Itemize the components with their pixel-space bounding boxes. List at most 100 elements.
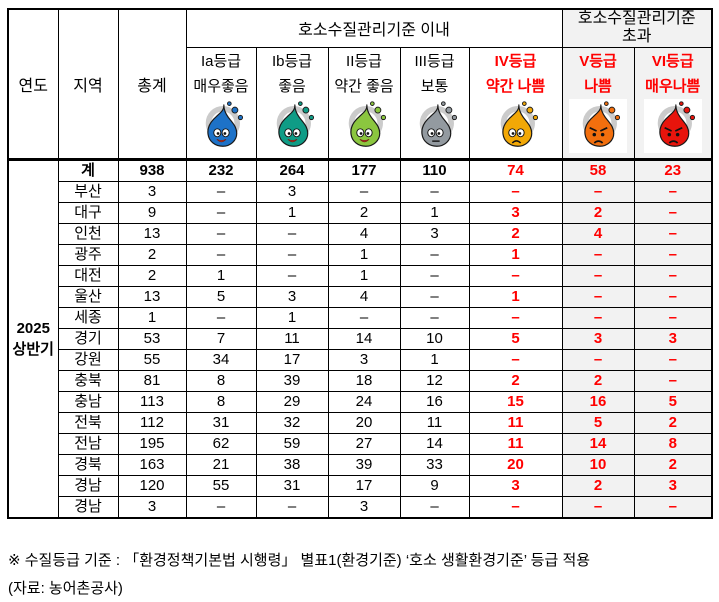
table-row-total: 2025 상반기 계 938 232 264 177 110 74 58 23 <box>7 158 713 518</box>
value-cell-III: – <box>399 243 470 266</box>
grade-header-Ib: Ib등급 좋음 <box>255 46 329 161</box>
value-cell-Ia: – <box>185 306 257 329</box>
value-cell-V: – <box>561 348 635 371</box>
grade-desc-label: 매우좋음 <box>193 77 249 95</box>
table-row: 부산 3–3– – – – – <box>8 180 713 203</box>
value-cell-II: 2 <box>327 201 401 224</box>
year-cell: 2025 상반기 <box>7 158 59 518</box>
table-row: 경기 53 7 11 14 10 5 3 3 <box>8 327 713 350</box>
value-cell-VI: 2 <box>633 453 713 476</box>
value-cell-Ia: 8 <box>185 390 257 413</box>
grade-desc-label: 약간 좋음 <box>334 77 394 95</box>
grade-desc-label: 약간 나쁨 <box>485 77 546 95</box>
value-cell-V: 3 <box>561 327 635 350</box>
value-cell-II: 27 <box>327 432 401 455</box>
grade-header-II: II등급 약간 좋음 <box>327 46 401 161</box>
value-cell-IV: 20 <box>468 453 563 476</box>
value-cell-V: – <box>561 180 635 203</box>
value-cell-VI: 3 <box>633 474 713 497</box>
droplet-character-normal-icon <box>401 99 468 153</box>
value-cell-VI: 3 <box>633 327 713 350</box>
value-cell-III: – <box>399 264 470 287</box>
region-column-header: 지역 <box>57 8 119 161</box>
value-cell-total: 1 <box>117 306 187 329</box>
value-cell-II: 1 <box>327 264 401 287</box>
value-cell-total: 2 <box>117 243 187 266</box>
droplet-character-good-icon <box>257 99 327 153</box>
table-row: 강원 55 34 17 3 1– – – <box>8 348 713 371</box>
value-cell-total: 938 <box>117 158 187 182</box>
value-cell-IV: 3 <box>468 201 563 224</box>
value-cell-II: 1 <box>327 243 401 266</box>
value-cell-II: – <box>327 306 401 329</box>
value-cell-Ia: – <box>185 222 257 245</box>
grade-label: III등급 <box>414 52 455 70</box>
value-cell-Ia: 55 <box>185 474 257 497</box>
value-cell-Ia: 1 <box>185 264 257 287</box>
value-cell-III: 110 <box>399 158 470 182</box>
value-cell-V: 10 <box>561 453 635 476</box>
grade-label: VI등급 <box>651 52 694 70</box>
value-cell-IV: 11 <box>468 432 563 455</box>
table-row: 전남 195 62 59 27 14 11 14 8 <box>8 432 713 455</box>
value-cell-IV: – <box>468 264 563 287</box>
value-cell-III: 1 <box>399 201 470 224</box>
value-cell-IV: 11 <box>468 411 563 434</box>
region-cell: 광주 <box>57 243 119 266</box>
value-cell-Ia: – <box>185 180 257 203</box>
value-cell-III: – <box>399 306 470 329</box>
grade-desc-label: 나쁨 <box>584 77 612 95</box>
value-cell-II: 177 <box>327 158 401 182</box>
grade-label: IV등급 <box>494 52 537 70</box>
grade-header-row: Ia등급 매우좋음 Ib등급 좋음 II등급 약간 좋음 III등급 보통 IV등급 약간 나쁨 V… <box>8 46 713 161</box>
region-cell: 인천 <box>57 222 119 245</box>
region-cell: 충남 <box>57 390 119 413</box>
value-cell-Ib: 29 <box>255 390 329 413</box>
value-cell-VI: – <box>633 180 713 203</box>
value-cell-V: 14 <box>561 432 635 455</box>
table-row: 대전 2 1–1– – – – <box>8 264 713 287</box>
value-cell-V: 58 <box>561 158 635 182</box>
value-cell-V: – <box>561 285 635 308</box>
value-cell-V: – <box>561 264 635 287</box>
value-cell-Ia: 232 <box>185 158 257 182</box>
value-cell-Ia: – <box>185 495 257 518</box>
value-cell-Ib: 1 <box>255 201 329 224</box>
value-cell-II: 17 <box>327 474 401 497</box>
value-cell-VI: – <box>633 243 713 266</box>
value-cell-II: 4 <box>327 285 401 308</box>
value-cell-IV: 1 <box>468 243 563 266</box>
water-quality-table: 연도 지역 총계 호소수질관리기준 이내 호소수질관리기준 초과 Ia등급 매우좋… <box>7 8 713 519</box>
value-cell-total: 53 <box>117 327 187 350</box>
value-cell-Ib: 38 <box>255 453 329 476</box>
grade-desc-label: 보통 <box>420 77 449 95</box>
region-cell: 울산 <box>57 285 119 308</box>
value-cell-IV: 74 <box>468 158 563 182</box>
value-cell-Ib: 1 <box>255 306 329 329</box>
value-cell-IV: – <box>468 180 563 203</box>
value-cell-Ia: 21 <box>185 453 257 476</box>
table-row: 충북 81 8 39 18 12 2 2– <box>8 369 713 392</box>
value-cell-IV: 1 <box>468 285 563 308</box>
table-row: 경남 3– –3– – – – <box>8 495 713 518</box>
value-cell-total: 81 <box>117 369 187 392</box>
value-cell-II: 20 <box>327 411 401 434</box>
value-cell-IV: 2 <box>468 369 563 392</box>
value-cell-VI: 2 <box>633 411 713 434</box>
table-row: 인천 13– –4 3 2 4– <box>8 222 713 245</box>
value-cell-V: 2 <box>561 201 635 224</box>
value-cell-IV: – <box>468 495 563 518</box>
region-cell: 충북 <box>57 369 119 392</box>
value-cell-Ib: 17 <box>255 348 329 371</box>
value-cell-IV: – <box>468 306 563 329</box>
value-cell-II: 4 <box>327 222 401 245</box>
value-cell-total: 55 <box>117 348 187 371</box>
value-cell-V: – <box>561 495 635 518</box>
region-cell: 부산 <box>57 180 119 203</box>
value-cell-V: 4 <box>561 222 635 245</box>
grade-label: Ia등급 <box>200 52 242 70</box>
region-cell: 전북 <box>57 411 119 434</box>
value-cell-VI: – <box>633 495 713 518</box>
